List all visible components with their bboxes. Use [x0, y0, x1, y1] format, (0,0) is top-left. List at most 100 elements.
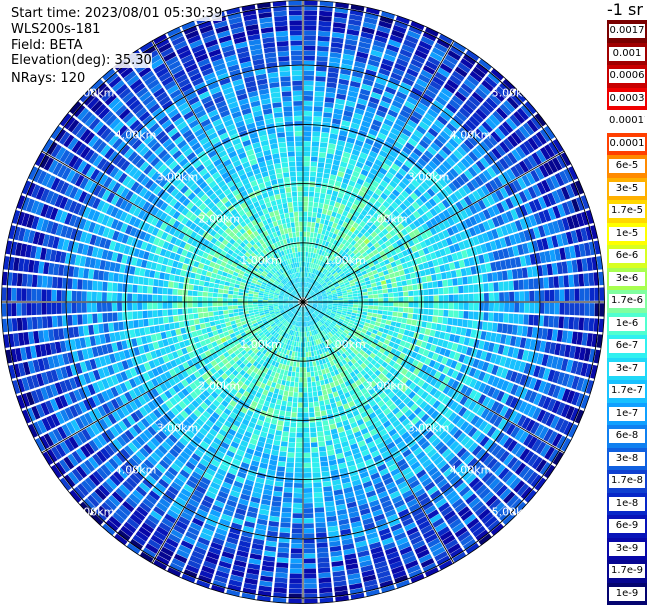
range-bin [509, 291, 515, 302]
range-bin [299, 372, 303, 378]
range-bin [376, 154, 386, 163]
range-bin [388, 213, 396, 221]
range-bin [295, 447, 303, 453]
range-bin [273, 486, 283, 492]
range-bin [433, 288, 439, 295]
range-bin [559, 289, 565, 301]
range-bin [353, 304, 358, 308]
range-bin [542, 194, 552, 208]
range-bin [319, 261, 324, 266]
range-bin [283, 421, 290, 427]
range-bin [329, 397, 336, 404]
range-bin [296, 422, 303, 428]
range-bin [316, 233, 321, 239]
range-bin [277, 461, 286, 467]
range-bin [360, 209, 368, 217]
range-bin [280, 405, 286, 411]
range-bin [441, 239, 449, 248]
range-bin [272, 444, 280, 451]
range-bin [463, 258, 470, 267]
range-bin [313, 302, 318, 304]
range-bin [303, 508, 314, 514]
range-bin [285, 380, 291, 387]
range-bin [547, 159, 558, 173]
range-bin [346, 313, 352, 318]
range-bin [303, 252, 306, 257]
range-bin [586, 333, 593, 347]
range-bin [310, 432, 317, 438]
range-bin [458, 127, 470, 138]
range-bin [544, 303, 550, 314]
range-bin [383, 91, 395, 100]
range-bin [549, 289, 555, 301]
range-bin [377, 239, 384, 246]
range-bin [429, 104, 442, 115]
range-bin [325, 510, 336, 517]
range-bin [355, 56, 368, 64]
range-bin [387, 268, 394, 274]
range-bin [324, 102, 334, 108]
range-bin [560, 152, 572, 167]
range-bin [430, 217, 438, 226]
range-bin [393, 95, 405, 105]
range-bin [473, 213, 482, 224]
range-bin [347, 306, 353, 310]
range-bin [321, 384, 326, 391]
range-bin [268, 520, 279, 527]
range-bin [455, 269, 462, 277]
range-bin [316, 532, 327, 538]
range-bin [521, 326, 528, 337]
range-bin [343, 228, 350, 235]
range-bin [315, 290, 320, 294]
range-bin [451, 225, 459, 234]
range-bin [303, 131, 312, 137]
range-bin [466, 181, 476, 192]
range-bin [307, 303, 313, 305]
range-bin [453, 243, 461, 252]
range-bin [303, 216, 308, 222]
range-bin [489, 292, 494, 302]
range-bin [455, 222, 464, 232]
range-bin [309, 267, 312, 273]
range-bin [318, 15, 332, 22]
range-bin [569, 345, 576, 359]
range-bin [293, 503, 303, 509]
range-bin [326, 272, 332, 277]
range-bin [360, 258, 366, 264]
range-bin [273, 440, 281, 446]
range-bin [330, 255, 336, 262]
range-bin [290, 558, 302, 564]
range-bin [312, 296, 317, 299]
range-bin [390, 261, 397, 268]
range-bin [370, 255, 377, 262]
range-bin [437, 67, 450, 78]
range-bin [589, 287, 595, 301]
range-bin [490, 262, 497, 272]
range-bin [445, 237, 453, 246]
range-bin [522, 122, 535, 136]
range-bin [367, 227, 374, 235]
range-bin [377, 25, 391, 34]
range-bin [544, 250, 552, 263]
range-bin [350, 175, 358, 183]
range-bin [309, 273, 313, 278]
range-bin [487, 150, 498, 163]
range-bin [565, 184, 575, 199]
range-bin [293, 361, 297, 367]
range-bin [331, 386, 337, 393]
range-bin [478, 104, 491, 117]
range-bin [574, 346, 581, 360]
range-bin [344, 234, 350, 241]
range-bin [330, 169, 338, 176]
range-bin [313, 274, 317, 280]
range-bin [566, 216, 575, 230]
range-bin [348, 196, 355, 204]
range-bin [284, 482, 293, 488]
range-bin [341, 274, 347, 280]
range-bin [442, 58, 456, 70]
range-bin [445, 142, 456, 152]
range-bin [479, 302, 484, 311]
range-bin [423, 302, 429, 309]
range-bin [350, 261, 356, 267]
range-bin [502, 323, 508, 334]
